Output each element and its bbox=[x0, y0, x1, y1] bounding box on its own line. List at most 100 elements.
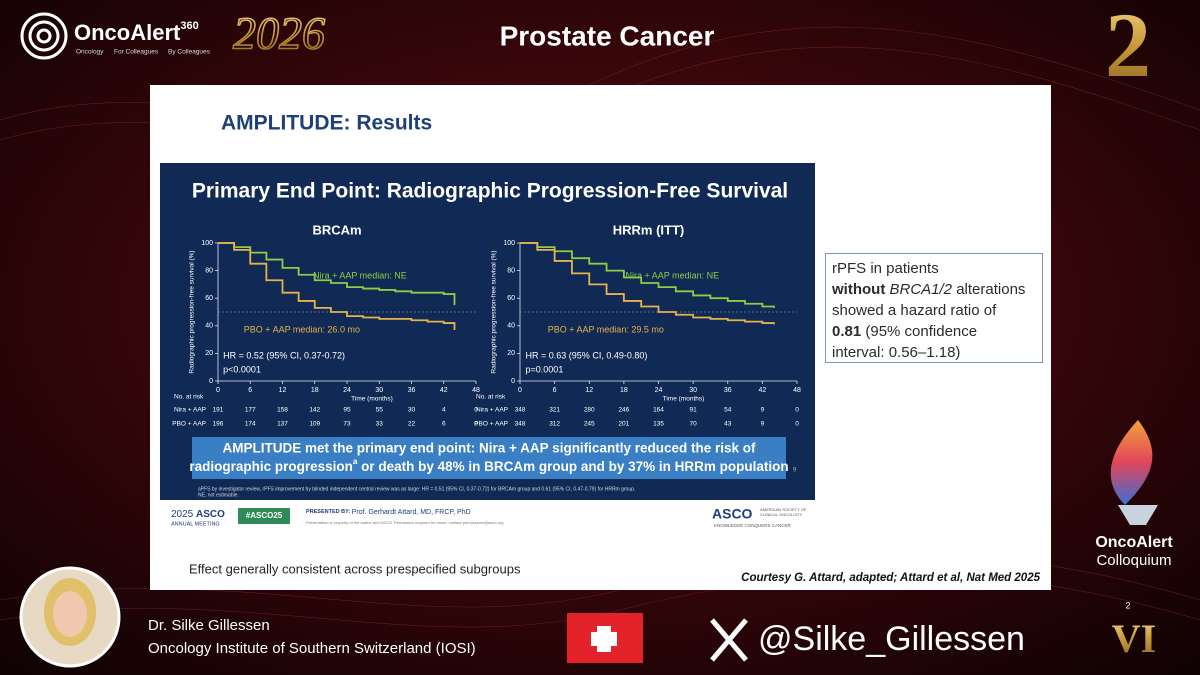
at-risk-count: 0 bbox=[474, 407, 478, 414]
x-tick-label: 12 bbox=[279, 387, 287, 394]
asco-tag: KNOWLEDGE CONQUERS CANCER bbox=[714, 523, 792, 528]
risk-row-label: PBO + AAP bbox=[172, 421, 206, 428]
annotation: PBO + AAP median: 29.5 mo bbox=[548, 324, 664, 334]
annotation: HR = 0.63 (95% CI, 0.49-0.80) bbox=[526, 351, 648, 361]
asco-logo: ASCO bbox=[712, 506, 753, 522]
at-risk-count: 0 bbox=[795, 407, 799, 414]
at-risk-count: 177 bbox=[245, 407, 256, 414]
at-risk-count: 174 bbox=[245, 421, 256, 428]
at-risk-count: 201 bbox=[618, 421, 629, 428]
sidebar-italic: BRCA1/2 bbox=[889, 281, 953, 298]
asco-tag: CLINICAL ONCOLOGY bbox=[760, 512, 802, 517]
at-risk-count: 135 bbox=[653, 421, 664, 428]
meeting-type: ANNUAL MEETING bbox=[171, 521, 220, 527]
sidebar-text: interval: 0.56–1.18) bbox=[832, 344, 961, 361]
y-tick-label: 0 bbox=[209, 378, 213, 385]
x-tick-label: 36 bbox=[408, 387, 416, 394]
x-tick-label: 48 bbox=[472, 387, 480, 394]
slide-title: AMPLITUDE: Results bbox=[221, 112, 432, 135]
x-tick-label: 48 bbox=[793, 387, 801, 394]
y-tick-label: 80 bbox=[205, 267, 213, 274]
slide-number: 9 bbox=[793, 468, 797, 474]
at-risk-count: 109 bbox=[309, 421, 320, 428]
year: 2026 bbox=[233, 8, 325, 59]
y-axis-label: Radiographic progression-free survival (… bbox=[491, 250, 498, 373]
presenter: PRESENTED BY: Prof. Gerhardt Attard, MD,… bbox=[306, 509, 471, 516]
conclusion-part: or death by 48% in BRCAm group and by 37… bbox=[357, 459, 788, 474]
y-tick-label: 60 bbox=[205, 295, 213, 302]
meeting-year: 2025 bbox=[171, 509, 194, 520]
y-tick-label: 80 bbox=[507, 267, 515, 274]
at-risk-count: 55 bbox=[376, 407, 384, 414]
conclusion: radiographic progressiona or death by 48… bbox=[189, 457, 788, 473]
speaker-name: Dr. Silke Gillessen bbox=[148, 617, 270, 634]
y-tick-label: 100 bbox=[201, 240, 213, 247]
header-title: Prostate Cancer bbox=[500, 20, 715, 51]
at-risk-count: 91 bbox=[690, 407, 698, 414]
at-risk-count: 348 bbox=[515, 407, 526, 414]
at-risk-count: 137 bbox=[277, 421, 288, 428]
at-risk-count: 196 bbox=[213, 421, 224, 428]
speaker-affiliation: Oncology Institute of Southern Switzerla… bbox=[148, 640, 476, 657]
at-risk-count: 0 bbox=[474, 421, 478, 428]
sidebar-text: showed a hazard ratio of bbox=[832, 302, 997, 319]
at-risk-count: 70 bbox=[690, 421, 698, 428]
sidebar-text: (95% confidence bbox=[865, 323, 978, 340]
brand-logo: OncoAlert360 Oncology For Colleagues By … bbox=[20, 12, 211, 60]
meeting-org: ASCO bbox=[196, 509, 225, 520]
footnote: aPFS by investigator review, rPFS improv… bbox=[198, 486, 635, 492]
survival-curve bbox=[218, 242, 456, 306]
x-tick-label: 42 bbox=[758, 387, 766, 394]
permission: Presentation is property of the author a… bbox=[306, 520, 504, 525]
x-axis-label: Time (months) bbox=[351, 396, 393, 403]
at-risk-count: 280 bbox=[584, 407, 595, 414]
sidebar-bold: 0.81 bbox=[832, 323, 862, 340]
badge: 2 bbox=[1105, 0, 1151, 96]
x-tick-label: 24 bbox=[343, 387, 351, 394]
flag-cross bbox=[591, 632, 617, 646]
conclusion-part: radiographic progression bbox=[189, 459, 353, 474]
x-tick-label: 30 bbox=[375, 387, 383, 394]
sidebar-text: alterations bbox=[956, 281, 1026, 298]
brand-name: OncoAlert360 bbox=[74, 20, 199, 45]
logo-ring bbox=[20, 12, 68, 60]
at-risk-count: 22 bbox=[408, 421, 416, 428]
at-risk-count: 246 bbox=[618, 407, 629, 414]
annotation: PBO + AAP median: 26.0 mo bbox=[244, 324, 360, 334]
y-tick-label: 60 bbox=[507, 295, 515, 302]
brand-tag: By Colleagues bbox=[168, 49, 211, 56]
at-risk-count: 73 bbox=[343, 421, 351, 428]
x-axis-label: Time (months) bbox=[663, 396, 705, 403]
sidebar-text: rPFS in patients bbox=[832, 260, 939, 277]
note: Effect generally consistent across presp… bbox=[189, 561, 521, 576]
hashtag-box bbox=[238, 508, 290, 524]
side-edition-small: 2 bbox=[1125, 600, 1130, 610]
chart-title: BRCAm bbox=[312, 222, 361, 237]
conclusion-sup: a bbox=[353, 457, 358, 466]
x-tick-label: 6 bbox=[248, 387, 252, 394]
at-risk-count: 6 bbox=[442, 421, 446, 428]
annotation: HR = 0.52 (95% CI, 0.37-0.72) bbox=[223, 351, 345, 361]
torch-flame bbox=[1110, 420, 1153, 505]
logo-ring bbox=[36, 28, 52, 44]
x-tick-label: 0 bbox=[216, 387, 220, 394]
at-risk-count: 191 bbox=[213, 407, 224, 414]
at-risk-count: 95 bbox=[343, 407, 351, 414]
at-risk-count: 312 bbox=[549, 421, 560, 428]
brand-sup: 360 bbox=[180, 20, 198, 32]
footnote: NE, not estimable. bbox=[198, 492, 239, 498]
annotation: Nira + AAP median: NE bbox=[626, 270, 720, 280]
at-risk-count: 321 bbox=[549, 407, 560, 414]
survival-curve bbox=[520, 242, 775, 325]
at-risk-count: 9 bbox=[761, 407, 765, 414]
meeting: 2025 ASCO bbox=[171, 509, 225, 520]
risk-row-label: Nira + AAP bbox=[476, 407, 508, 414]
at-risk-count: 348 bbox=[515, 421, 526, 428]
x-tick-label: 18 bbox=[620, 387, 628, 394]
sidebar-box: rPFS in patients without BRCA1/2 alterat… bbox=[825, 253, 1043, 363]
y-tick-label: 20 bbox=[507, 350, 515, 357]
annotation: p=0.0001 bbox=[526, 364, 564, 374]
at-risk-count: 158 bbox=[277, 407, 288, 414]
